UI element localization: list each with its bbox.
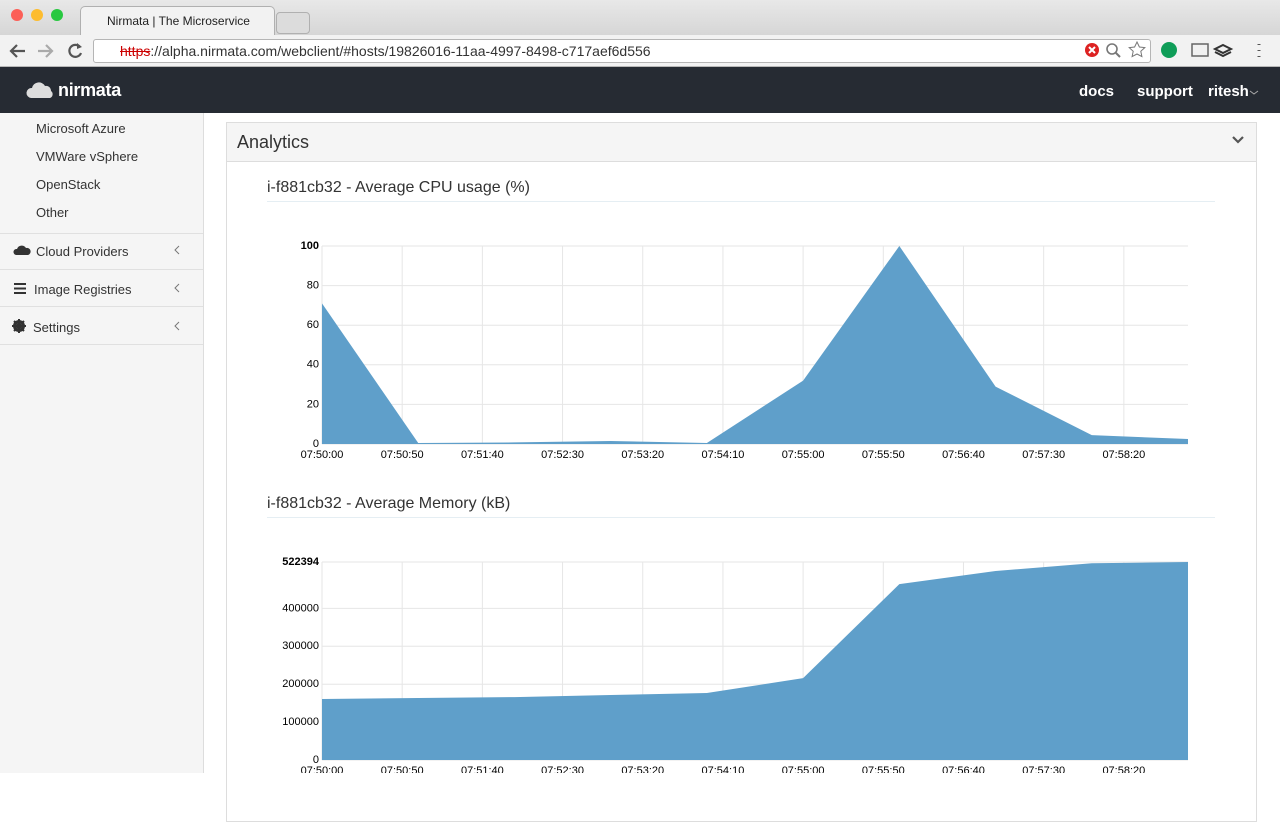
url-field[interactable]: https://alpha.nirmata.com/webclient/#hos… — [93, 39, 1151, 63]
sidebar-subitem[interactable]: Microsoft Azure — [36, 121, 126, 136]
sidebar-item[interactable]: Image Registries — [34, 282, 132, 297]
brand[interactable]: nirmata — [58, 80, 121, 100]
x-tick-label: 07:51:40 — [461, 449, 504, 461]
nav-link[interactable]: docs — [1079, 83, 1115, 100]
separator — [0, 306, 203, 307]
separator — [0, 269, 203, 270]
y-tick-label: 400000 — [282, 602, 319, 614]
x-tick-label: 07:52:30 — [541, 449, 584, 461]
nav-link[interactable]: support — [1137, 83, 1193, 100]
x-tick-label: 07:56:40 — [942, 765, 985, 773]
x-tick-label: 07:55:00 — [782, 765, 825, 773]
area — [322, 562, 1188, 760]
navbar: nirmata docs support ritesh — [0, 67, 1280, 113]
y-tick-label: 0 — [313, 754, 319, 766]
separator — [0, 233, 203, 234]
x-tick-label: 07:54:10 — [702, 765, 745, 773]
chart-title: i-f881cb32 - Average CPU usage (%) — [267, 179, 530, 196]
x-tick-label: 07:50:00 — [301, 449, 344, 461]
x-tick-label: 07:53:20 — [621, 449, 664, 461]
sidebar-subitem[interactable]: VMWare vSphere — [36, 149, 139, 164]
sidebar-subitem[interactable]: Other — [36, 205, 69, 220]
sidebar: Microsoft Azure VMWare vSphere OpenStack… — [0, 113, 204, 773]
y-tick-label: 522394 — [282, 556, 320, 568]
x-tick-label: 07:54:10 — [702, 449, 745, 461]
x-tick-label: 07:50:00 — [301, 765, 344, 773]
y-tick-label: 300000 — [282, 640, 319, 652]
y-tick-label: 100 — [301, 240, 319, 252]
maximize-window[interactable] — [51, 9, 63, 21]
x-tick-label: 07:55:50 — [862, 449, 905, 461]
x-tick-label: 07:50:50 — [381, 765, 424, 773]
sidebar-subitem[interactable]: OpenStack — [36, 177, 101, 192]
toolbar-icons[interactable] — [1083, 41, 1273, 61]
panel-title: Analytics — [237, 132, 310, 152]
sidebar-icons — [12, 245, 180, 333]
y-tick-label: 100000 — [282, 716, 319, 728]
panel-header[interactable]: Analytics — [227, 123, 1256, 162]
x-tick-label: 07:53:20 — [621, 765, 664, 773]
minimize-window[interactable] — [31, 9, 43, 21]
y-tick-label: 200000 — [282, 678, 319, 690]
x-tick-label: 07:57:30 — [1022, 449, 1065, 461]
x-tick-label: 07:50:50 — [381, 449, 424, 461]
sidebar-item[interactable]: Cloud Providers — [36, 244, 129, 259]
y-tick-label: 40 — [307, 359, 319, 371]
y-tick-label: 0 — [313, 438, 319, 450]
collapse-icon[interactable] — [1231, 135, 1245, 145]
brand-logo — [26, 82, 53, 98]
tab-title: Nirmata | The Microservice — [107, 14, 250, 28]
url-scheme: https — [120, 43, 151, 59]
nav-buttons[interactable] — [8, 41, 88, 61]
x-tick-label: 07:58:20 — [1102, 449, 1145, 461]
caret — [1249, 90, 1259, 95]
charts: 0 20 40 60 80 100 07:50:00 07:50:50 07:51:40 07:5… — [282, 240, 1188, 773]
address-bar: https://alpha.nirmata.com/webclient/#hos… — [0, 35, 1280, 67]
title-rule — [267, 201, 1215, 202]
x-tick-label: 07:55:00 — [782, 449, 825, 461]
url-text: ://alpha.nirmata.com/webclient/#hosts/19… — [150, 43, 651, 59]
area — [322, 246, 1188, 444]
y-tick-label: 20 — [307, 398, 319, 410]
new-tab[interactable] — [276, 12, 310, 34]
sidebar-item[interactable]: Settings — [33, 320, 80, 335]
chart-title: i-f881cb32 - Average Memory (kB) — [267, 495, 511, 512]
x-tick-label: 07:52:30 — [541, 765, 584, 773]
x-tick-label: 07:56:40 — [942, 449, 985, 461]
tab-bar: Nirmata | The Microservice — [0, 0, 1280, 35]
y-tick-label: 80 — [307, 280, 319, 292]
x-tick-label: 07:57:30 — [1022, 765, 1065, 773]
separator — [0, 344, 203, 345]
x-tick-label: 07:55:50 — [862, 765, 905, 773]
title-rule — [267, 517, 1215, 518]
x-tick-label: 07:58:20 — [1102, 765, 1145, 773]
user-menu[interactable]: ritesh — [1208, 83, 1249, 100]
x-tick-label: 07:51:40 — [461, 765, 504, 773]
close-window[interactable] — [11, 9, 23, 21]
y-tick-label: 60 — [307, 319, 319, 331]
browser-tab[interactable]: Nirmata | The Microservice — [80, 6, 275, 35]
